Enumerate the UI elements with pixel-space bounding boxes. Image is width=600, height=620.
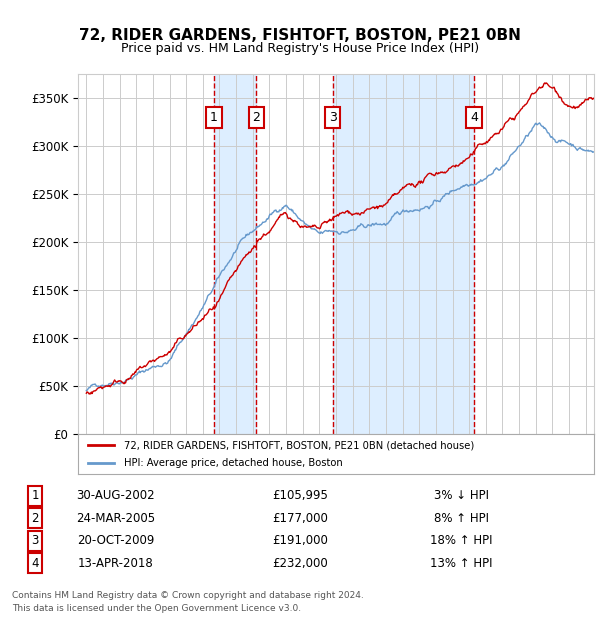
Text: £191,000: £191,000 — [272, 534, 328, 547]
Text: 1: 1 — [31, 489, 39, 502]
Text: Price paid vs. HM Land Registry's House Price Index (HPI): Price paid vs. HM Land Registry's House … — [121, 42, 479, 55]
Text: 3: 3 — [329, 111, 337, 124]
Bar — [332, 74, 474, 434]
Text: £177,000: £177,000 — [272, 512, 328, 525]
Text: 20-OCT-2009: 20-OCT-2009 — [77, 534, 154, 547]
Text: HPI: Average price, detached house, Boston: HPI: Average price, detached house, Bost… — [124, 458, 343, 468]
Text: 72, RIDER GARDENS, FISHTOFT, BOSTON, PE21 0BN (detached house): 72, RIDER GARDENS, FISHTOFT, BOSTON, PE2… — [124, 440, 475, 450]
Text: 13% ↑ HPI: 13% ↑ HPI — [430, 557, 493, 570]
Text: 13-APR-2018: 13-APR-2018 — [78, 557, 154, 570]
Text: 4: 4 — [470, 111, 478, 124]
Text: Contains HM Land Registry data © Crown copyright and database right 2024.: Contains HM Land Registry data © Crown c… — [12, 591, 364, 600]
Text: 2: 2 — [31, 512, 39, 525]
Text: 3: 3 — [31, 534, 39, 547]
Text: 30-AUG-2002: 30-AUG-2002 — [76, 489, 155, 502]
Text: 4: 4 — [31, 557, 39, 570]
Text: 3% ↓ HPI: 3% ↓ HPI — [434, 489, 489, 502]
Bar — [214, 74, 256, 434]
Text: 8% ↑ HPI: 8% ↑ HPI — [434, 512, 489, 525]
Text: £105,995: £105,995 — [272, 489, 328, 502]
Text: 72, RIDER GARDENS, FISHTOFT, BOSTON, PE21 0BN: 72, RIDER GARDENS, FISHTOFT, BOSTON, PE2… — [79, 28, 521, 43]
Text: £232,000: £232,000 — [272, 557, 328, 570]
Text: 24-MAR-2005: 24-MAR-2005 — [76, 512, 155, 525]
Text: This data is licensed under the Open Government Licence v3.0.: This data is licensed under the Open Gov… — [12, 604, 301, 613]
Text: 1: 1 — [210, 111, 218, 124]
Text: 2: 2 — [253, 111, 260, 124]
Text: 18% ↑ HPI: 18% ↑ HPI — [430, 534, 493, 547]
